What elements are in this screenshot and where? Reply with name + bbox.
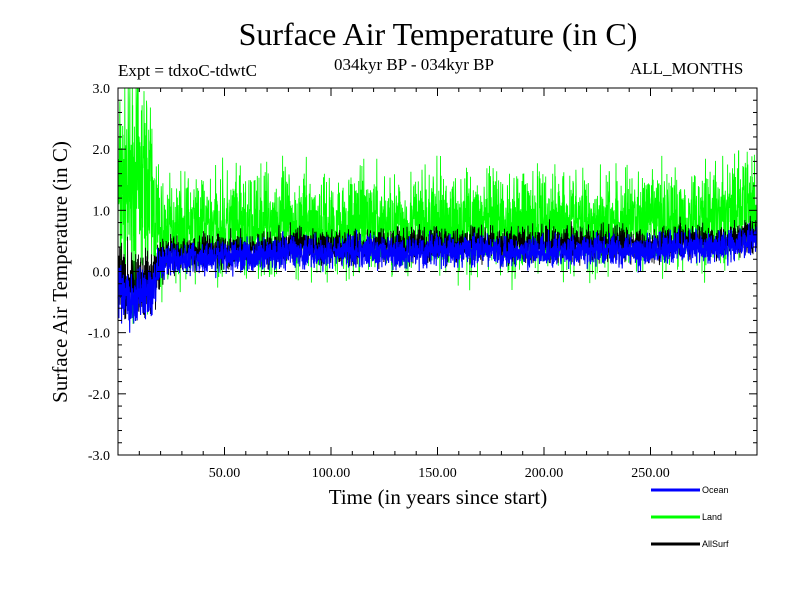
y-tick-label: -1.0: [88, 327, 110, 342]
axes-layer: -3.0 -2.0 -1.0 0.0 1.0 2.0 3.0 50.00 100.00 150.0…: [88, 82, 757, 481]
legend-label-allsurf: AllSurf: [702, 539, 729, 549]
chart-title: Surface Air Temperature (in C): [238, 16, 638, 52]
x-tick-label: 50.00: [209, 466, 241, 481]
x-tick-label: 150.00: [418, 466, 457, 481]
y-tick-label: 3.0: [93, 82, 111, 97]
x-tick-label: 250.00: [631, 466, 670, 481]
legend-label-land: Land: [702, 512, 722, 522]
legend: Ocean Land AllSurf: [651, 485, 729, 549]
x-tick-label: 200.00: [525, 466, 564, 481]
y-tick-label: 0.0: [93, 266, 111, 281]
y-axis-label: Surface Air Temperature (in C): [48, 141, 72, 403]
y-tick-label: -3.0: [88, 449, 110, 464]
months-label: ALL_MONTHS: [630, 59, 744, 78]
y-tick-label: -2.0: [88, 388, 110, 403]
series-ocean-line: [117, 223, 758, 333]
x-axis-label: Time (in years since start): [329, 485, 548, 509]
y-tick-label: 2.0: [93, 143, 111, 158]
series-layer: [117, 87, 758, 333]
legend-label-ocean: Ocean: [702, 485, 729, 495]
y-tick-label: 1.0: [93, 204, 111, 219]
experiment-label: Expt = tdxoC-tdwtC: [118, 61, 257, 80]
x-tick-label: 100.00: [312, 466, 351, 481]
chart-subtitle: 034kyr BP - 034kyr BP: [334, 55, 494, 74]
series-land-line: [117, 87, 758, 325]
